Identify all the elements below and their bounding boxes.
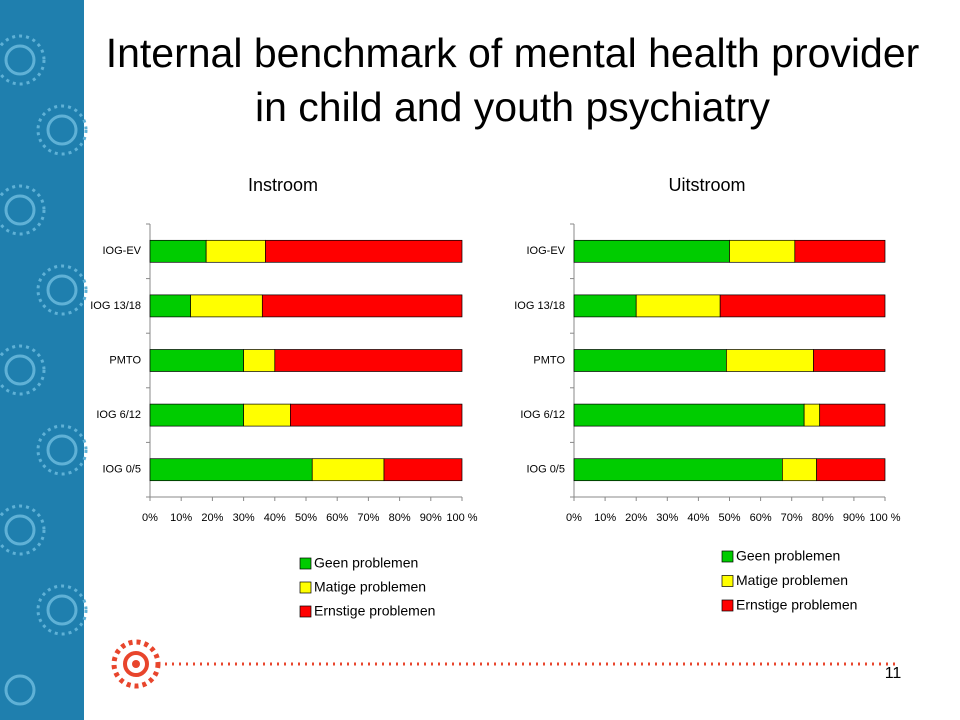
y-tick-label: IOG 0/5 <box>526 464 565 476</box>
bar-segment <box>190 294 263 318</box>
bar-segment <box>803 403 821 427</box>
x-tick-label: 30% <box>233 512 255 524</box>
x-tick-label: 100 % <box>446 512 477 524</box>
chart-title: Uitstroom <box>668 175 745 195</box>
y-tick-label: IOG-EV <box>102 245 141 257</box>
bar-segment <box>383 458 463 482</box>
legend-label: Ernstige problemen <box>314 603 435 619</box>
legend-swatch <box>721 599 734 612</box>
bar-segment <box>261 294 463 318</box>
legend-swatch <box>721 575 734 587</box>
bar-segment <box>205 239 266 263</box>
x-tick-label: 0% <box>566 512 582 524</box>
bar-segment <box>243 349 276 372</box>
x-tick-label: 90% <box>420 512 442 524</box>
bar-segment <box>149 403 244 427</box>
x-tick-label: 20% <box>201 512 223 524</box>
x-tick-label: 50% <box>718 512 740 524</box>
strip-pattern <box>0 34 88 706</box>
x-tick-label: 60% <box>750 512 772 524</box>
y-tick-label: IOG-EV <box>526 245 565 257</box>
x-tick-label: 100 % <box>869 512 900 524</box>
bar-segment <box>265 239 463 263</box>
y-tick-label: IOG 13/18 <box>90 300 141 312</box>
x-tick-label: 80% <box>812 512 834 524</box>
bar-segment <box>149 294 191 318</box>
bar-segment <box>311 458 385 482</box>
bar-segment <box>149 239 207 263</box>
legend-label: Geen problemen <box>736 548 840 564</box>
x-tick-label: 40% <box>264 512 286 524</box>
bar-segment <box>819 403 886 427</box>
bar-segment <box>274 349 463 372</box>
y-tick-label: PMTO <box>109 354 141 366</box>
bar-segment <box>813 349 886 372</box>
bar-segment <box>794 239 886 263</box>
bar-segment <box>290 403 463 427</box>
x-tick-label: 70% <box>357 512 379 524</box>
bar-segment <box>573 403 805 427</box>
bar-segment <box>573 349 727 372</box>
bar-segment <box>149 349 244 372</box>
page-number: 11 <box>885 665 902 682</box>
x-tick-label: 0% <box>142 512 158 524</box>
y-tick-label: IOG 6/12 <box>520 409 565 421</box>
bar-segment <box>816 458 886 482</box>
bar-segment <box>573 458 783 482</box>
legend-label: Matige problemen <box>314 579 426 595</box>
x-tick-label: 90% <box>843 512 865 524</box>
legend-label: Ernstige problemen <box>736 597 857 613</box>
legend-swatch <box>721 550 734 563</box>
bar-segment <box>729 239 796 263</box>
side-strip <box>0 0 84 720</box>
bar-segment <box>635 294 721 318</box>
legend-swatch <box>299 605 312 618</box>
x-tick-label: 70% <box>781 512 803 524</box>
legend-label: Matige problemen <box>736 572 848 588</box>
bar-segment <box>573 239 730 263</box>
logo <box>111 639 161 689</box>
chart-title: Instroom <box>248 175 318 195</box>
legend-swatch <box>299 557 312 570</box>
bar-segment <box>573 294 637 318</box>
x-tick-label: 40% <box>687 512 709 524</box>
y-tick-label: IOG 6/12 <box>96 409 141 421</box>
x-tick-label: 50% <box>295 512 317 524</box>
legend-label: Geen problemen <box>314 555 418 571</box>
y-tick-label: IOG 0/5 <box>102 464 141 476</box>
x-tick-label: 60% <box>326 512 348 524</box>
x-tick-label: 80% <box>389 512 411 524</box>
x-tick-label: 20% <box>625 512 647 524</box>
x-tick-label: 10% <box>594 512 616 524</box>
x-tick-label: 10% <box>170 512 192 524</box>
y-tick-label: PMTO <box>533 354 565 366</box>
y-tick-label: IOG 13/18 <box>514 300 565 312</box>
bar-segment <box>243 403 291 427</box>
bar-segment <box>719 294 886 318</box>
slide-title: Internal benchmark of mental health prov… <box>105 30 920 130</box>
bar-segment <box>149 458 313 482</box>
x-tick-label: 30% <box>656 512 678 524</box>
legend-swatch <box>299 581 312 594</box>
bar-segment <box>782 458 817 482</box>
bar-segment <box>726 349 814 372</box>
